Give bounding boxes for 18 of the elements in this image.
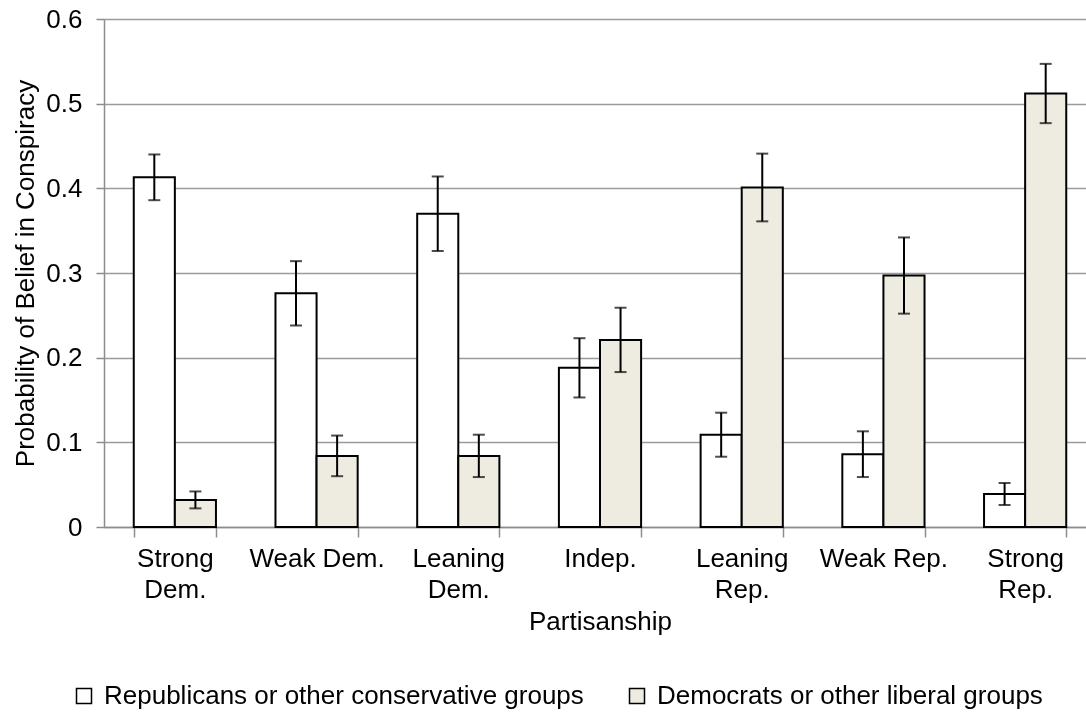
y-tick-label: 0.5	[46, 88, 83, 119]
y-tick-label: 0	[68, 511, 83, 542]
x-axis-title: Partisanship	[528, 605, 673, 636]
legend-label: Republicans or other conservative groups	[104, 680, 584, 710]
y-tick-label: 0.1	[46, 426, 83, 457]
x-tick-label: Strong Rep.	[987, 542, 1064, 604]
legend-label: Democrats or other liberal groups	[657, 680, 1043, 710]
y-tick-label: 0.4	[46, 172, 83, 203]
y-tick-label: 0.2	[46, 342, 83, 373]
y-tick-label: 0.6	[46, 3, 83, 34]
x-tick-label: Leaning Rep.	[695, 542, 789, 604]
x-tick-label: Indep.	[564, 542, 637, 573]
y-tick-label: 0.3	[46, 257, 83, 288]
x-tick-label: Strong Dem.	[137, 542, 214, 604]
x-tick-label: Leaning Dem.	[412, 542, 506, 604]
x-tick-label: Weak Rep.	[819, 542, 948, 573]
y-axis-title: Probability of Belief in Conspiracy	[10, 79, 41, 468]
x-tick-label: Weak Dem.	[249, 542, 385, 573]
